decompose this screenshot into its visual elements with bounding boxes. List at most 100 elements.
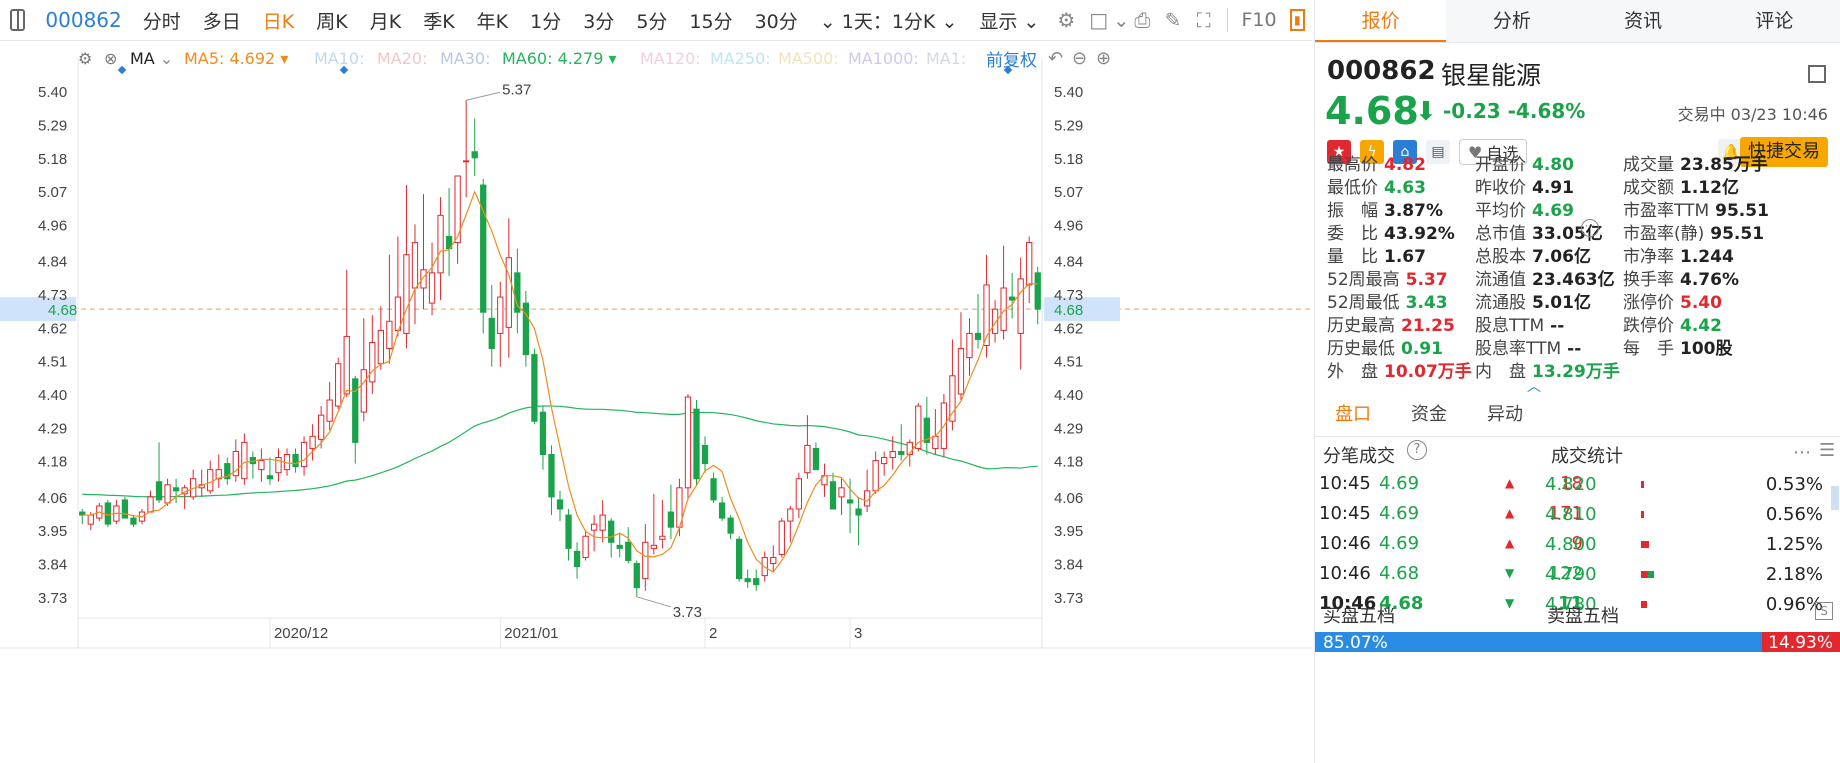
stat-value: 21.25: [1401, 316, 1455, 336]
period-3min[interactable]: 3分: [583, 10, 615, 33]
stock-name: 银星能源: [1441, 61, 1542, 90]
period-30min[interactable]: 30分: [754, 10, 798, 33]
candle-body: [377, 329, 384, 365]
candle-body: [258, 460, 265, 471]
stat-bar: [1641, 511, 1644, 518]
quote-panel: 报价 分析 资讯 评论 000862 银星能源 4.68 ⬇ -0.23 -4.…: [1314, 0, 1840, 763]
period-15min[interactable]: 15分: [689, 10, 733, 33]
stock-code-link[interactable]: 000862: [45, 8, 122, 32]
sidebar-toggle-icon[interactable]: [10, 9, 26, 31]
candlestick-chart[interactable]: 5.40 5.40 5.29 5.29 5.18 5.18 5.07 5.07 4.96 4.96…: [0, 0, 1312, 763]
chevron-down-icon[interactable]: ⌄: [1112, 8, 1130, 32]
stat-value: 95.51: [1710, 224, 1765, 244]
trade-time: 10:46: [1319, 563, 1371, 584]
period-quarterly-k[interactable]: 季K: [423, 10, 455, 33]
zoom-out-icon[interactable]: ⊖: [1072, 47, 1088, 69]
tab-news[interactable]: 资讯: [1624, 10, 1663, 32]
panel-toggle-icon[interactable]: ▮: [1289, 9, 1305, 31]
settings-gear-icon[interactable]: ⚙: [1057, 8, 1076, 32]
candle-body: [846, 499, 854, 504]
trade-row: 10:45 4.69 171 ▲: [1315, 500, 1583, 530]
candle-body: [292, 454, 299, 468]
low-leader-line: [636, 596, 671, 608]
candle-body: [812, 447, 820, 471]
scrollbar-thumb[interactable]: [1831, 486, 1839, 510]
period-multiday[interactable]: 多日: [202, 10, 241, 33]
collapse-chevron-icon[interactable]: ︿: [1527, 379, 1541, 395]
period-1min[interactable]: 1分: [530, 10, 562, 33]
zoom-in-icon[interactable]: ⊕: [1096, 47, 1112, 69]
adjust-mode-button[interactable]: 前复权: [986, 50, 1037, 71]
stat-label: 市净率: [1623, 247, 1674, 267]
stat-item: 市净率 1.244: [1623, 242, 1734, 267]
trade-status: 交易中 03/23 10:46: [1677, 105, 1828, 124]
candle-body: [275, 457, 282, 474]
bookmark-icon[interactable]: ▤: [1426, 140, 1450, 164]
list-icon[interactable]: ☰: [1819, 440, 1836, 461]
more-dots-icon[interactable]: ⋯: [1793, 442, 1811, 463]
tab-comments[interactable]: 评论: [1755, 10, 1794, 32]
stat-item: 振 幅 3.87%: [1327, 196, 1443, 221]
layout-toggle-icon[interactable]: [1808, 65, 1826, 83]
candle-body: [539, 411, 547, 456]
stat-value: 4.82: [1384, 155, 1426, 175]
candle-body: [164, 484, 171, 504]
period-monthly-k[interactable]: 月K: [369, 10, 402, 33]
x-tick-label: 2020/12: [274, 625, 328, 642]
stat-label: 历史最高: [1327, 316, 1395, 336]
ma10-value: MA10:: [314, 48, 365, 68]
stat-price: 4.820: [1545, 474, 1597, 495]
chevron-down-icon: ⌄: [819, 10, 836, 33]
stat-label: 总市值: [1475, 224, 1526, 244]
stat-value: 10.07万手: [1384, 362, 1472, 382]
y-tick-right: 4.06: [1054, 490, 1083, 507]
period-intraday[interactable]: 分时: [142, 10, 181, 33]
tab-analysis[interactable]: 分析: [1492, 10, 1531, 32]
stat-bar: [1641, 481, 1644, 488]
buy5-title: 买盘五档: [1323, 606, 1395, 627]
camera-icon[interactable]: ⎙: [1134, 8, 1151, 32]
candle-body: [1000, 287, 1007, 331]
period-daily-k[interactable]: 日K: [262, 10, 295, 33]
trade-time: 10:46: [1319, 593, 1377, 614]
ma-selector[interactable]: MA ⌄: [130, 49, 173, 68]
trade-row: 10:46 4.69 9 ▲: [1315, 530, 1583, 560]
close-circle-icon[interactable]: ⊗: [104, 48, 118, 68]
stat-label: 成交量: [1623, 155, 1674, 175]
tag-icon[interactable]: ⌂: [1393, 140, 1417, 164]
ma1000-value: MA1000:: [848, 48, 919, 68]
s-badge-icon[interactable]: S: [1815, 602, 1833, 620]
layout-square-icon[interactable]: □: [1089, 8, 1109, 32]
candle-body: [881, 457, 888, 465]
subtab-alerts[interactable]: 异动: [1487, 404, 1523, 425]
quick-trade-button[interactable]: 快捷交易: [1740, 137, 1828, 167]
draw-pencil-icon[interactable]: ✎: [1164, 8, 1182, 32]
subtab-orderbook[interactable]: 盘口: [1335, 404, 1371, 425]
trade-price: 4.69: [1379, 473, 1420, 494]
fullscreen-icon[interactable]: ⛶: [1196, 8, 1211, 32]
period-yearly-k[interactable]: 年K: [476, 10, 509, 33]
help-icon[interactable]: ?: [1407, 440, 1427, 460]
more-dots-icon[interactable]: ⋯: [1581, 219, 1599, 237]
y-tick-right: 4.29: [1054, 420, 1083, 437]
tab-quote[interactable]: 报价: [1315, 0, 1447, 42]
period-5min[interactable]: 5分: [636, 10, 668, 33]
candle-body: [642, 541, 649, 580]
lightning-icon[interactable]: ϟ: [1360, 140, 1384, 164]
candle-body: [727, 517, 734, 534]
undo-icon[interactable]: ↶: [1048, 47, 1064, 69]
candles: [79, 100, 1041, 597]
f10-button[interactable]: F10: [1241, 9, 1277, 31]
subtab-funds[interactable]: 资金: [1411, 404, 1447, 425]
candle-body: [531, 354, 538, 422]
period-more-dropdown[interactable]: ⌄ 1天：1分K ⌄: [809, 7, 969, 34]
display-dropdown[interactable]: 显示 ⌄: [968, 7, 1050, 34]
trades-title: 分笔成交: [1323, 446, 1395, 467]
settings-gear-icon[interactable]: ⚙: [78, 48, 93, 68]
bell-icon[interactable]: 🔔: [1718, 139, 1744, 165]
candle-body: [608, 520, 615, 543]
add-watchlist-button[interactable]: ♥ 自选: [1459, 139, 1528, 165]
trade-stat-row: 4.790 2.18%: [1541, 560, 1840, 590]
candle-body: [974, 332, 982, 340]
period-weekly-k[interactable]: 周K: [316, 10, 348, 33]
